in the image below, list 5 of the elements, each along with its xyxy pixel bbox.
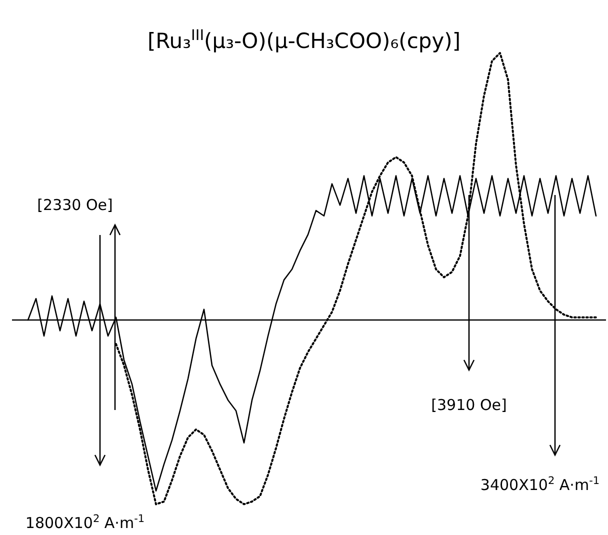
text: 1800X10$^{2}$ A·m$^{-1}$ [25,513,145,532]
annotation: [2330 Oe] [37,196,113,214]
chart-title: [Ru₃$^{III}$(μ₃-O)(μ-CH₃COO)₆(cpy)] [147,26,461,53]
annotation: 3400X10$^{2}$ A·m$^{-1}$ [480,475,600,494]
annotation: [3910 Oe] [431,396,507,414]
